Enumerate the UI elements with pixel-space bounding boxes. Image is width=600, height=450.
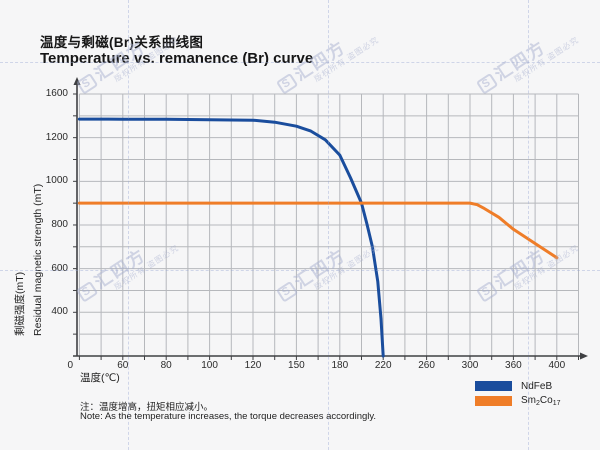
series-curve-ndfeb: [77, 117, 385, 358]
legend-label: Sm2Co17: [521, 395, 561, 407]
legend-item-sm2co17: Sm2Co17: [475, 395, 561, 407]
legend-item-ndfeb: NdFeB: [475, 380, 561, 392]
footnote-english: Note: As the temperature increases, the …: [80, 411, 377, 422]
series-curve-sm2co17: [77, 201, 559, 260]
footnote-chinese: 注：温度增高，扭矩相应减小。: [80, 402, 214, 413]
y-axis-arrow-icon: [73, 77, 81, 85]
x-axis-arrow-icon: [580, 352, 588, 360]
legend-swatch-sm2co17: [475, 396, 512, 406]
page-title-chinese: 温度与剩磁(Br)关系曲线图: [40, 35, 204, 50]
legend-label: NdFeB: [521, 380, 553, 392]
chart-legend: NdFeB Sm2Co17: [475, 381, 561, 411]
legend-swatch-ndfeb: [475, 381, 512, 391]
page-title-english: Temperature vs. remanence (Br) curve: [40, 50, 314, 67]
